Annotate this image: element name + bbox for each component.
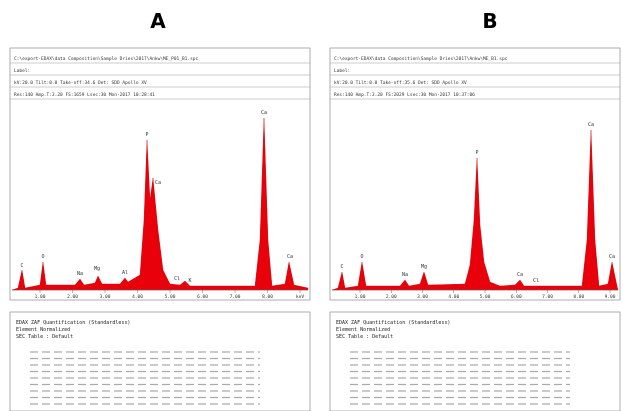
x-tick-label: 5.00	[480, 294, 491, 300]
peak-label: Ca	[517, 272, 523, 278]
peak-label: P	[145, 132, 148, 138]
header-line: Res:140 Amp.T:3.20 FS:1659 Lsec:30 Mon-2…	[14, 92, 155, 98]
spectrum	[331, 129, 619, 291]
x-tick-label: 4.00	[448, 294, 459, 300]
x-tick-label: 3.00	[417, 294, 428, 300]
table-heading: EDAX ZAF Quantification (Standardless)	[16, 320, 130, 326]
x-tick-label: 5.00	[165, 294, 176, 300]
peak-label: Cl	[533, 278, 539, 284]
header-line: C:\export-EDAX\data Composition\Sample D…	[334, 56, 508, 62]
peak-label: Mg	[94, 266, 100, 272]
x-tick-label: 3.00	[100, 294, 111, 300]
x-tick-label: 6.00	[511, 294, 522, 300]
table-heading: Element Normalized	[16, 327, 70, 333]
spectrum	[11, 117, 309, 291]
header-line: Label:	[14, 68, 30, 74]
peak-label: Na	[77, 271, 83, 277]
peak-label: Ca	[287, 254, 293, 260]
x-tick-label: 2.00	[67, 294, 78, 300]
header-line: kV:20.0 Tilt:0.0 Take-off:35.6 Det: SDD …	[334, 80, 467, 86]
x-tick-label: 2.00	[386, 294, 397, 300]
header-line: kV:20.0 Tilt:0.0 Take-off:34.6 Det: SDD …	[14, 80, 147, 86]
peak-label: Ca	[155, 180, 161, 186]
header-line: C:\export-EDAX\data Composition\Sample D…	[14, 56, 199, 62]
x-tick-label: 8.00	[573, 294, 584, 300]
table-heading: EDAX ZAF Quantification (Standardless)	[336, 320, 450, 326]
peak-label: Al	[122, 270, 128, 276]
peak-label: Ca	[609, 254, 615, 260]
x-tick-label: 8.00	[262, 294, 273, 300]
header-line: Label:	[334, 68, 350, 74]
panel-title: A	[150, 9, 166, 33]
x-tick-label: 1.00	[35, 294, 46, 300]
peak-label: P	[475, 150, 478, 156]
table-heading: SEC Table : Default	[16, 334, 73, 340]
x-tick-label: 6.00	[197, 294, 208, 300]
peak-label: Ca	[588, 122, 594, 128]
x-tick-label: keV	[296, 294, 304, 300]
peak-label: C	[20, 263, 23, 269]
header-line: Res:140 Amp.T:3.20 FS:2029 Lsec:30 Mon-2…	[334, 92, 475, 98]
table-heading: Element Normalized	[336, 327, 390, 333]
x-tick-label: 4.00	[132, 294, 143, 300]
peak-label: O	[41, 254, 44, 260]
x-tick-label: 9.00	[605, 294, 616, 300]
peak-label: Na	[402, 272, 408, 278]
peak-label: Ca	[261, 110, 267, 116]
x-tick-label: 1.00	[355, 294, 366, 300]
peak-label: Mg	[421, 264, 427, 270]
table-heading: SEC Table : Default	[336, 334, 393, 340]
peak-label: C	[340, 264, 343, 270]
panel-title: B	[482, 9, 497, 33]
table-frame	[329, 311, 621, 411]
peak-label: K	[188, 278, 191, 284]
peak-label: Cl	[174, 276, 180, 282]
x-tick-label: 7.00	[542, 294, 553, 300]
table-frame	[9, 311, 311, 411]
peak-label: O	[360, 254, 363, 260]
x-tick-label: 7.00	[230, 294, 241, 300]
